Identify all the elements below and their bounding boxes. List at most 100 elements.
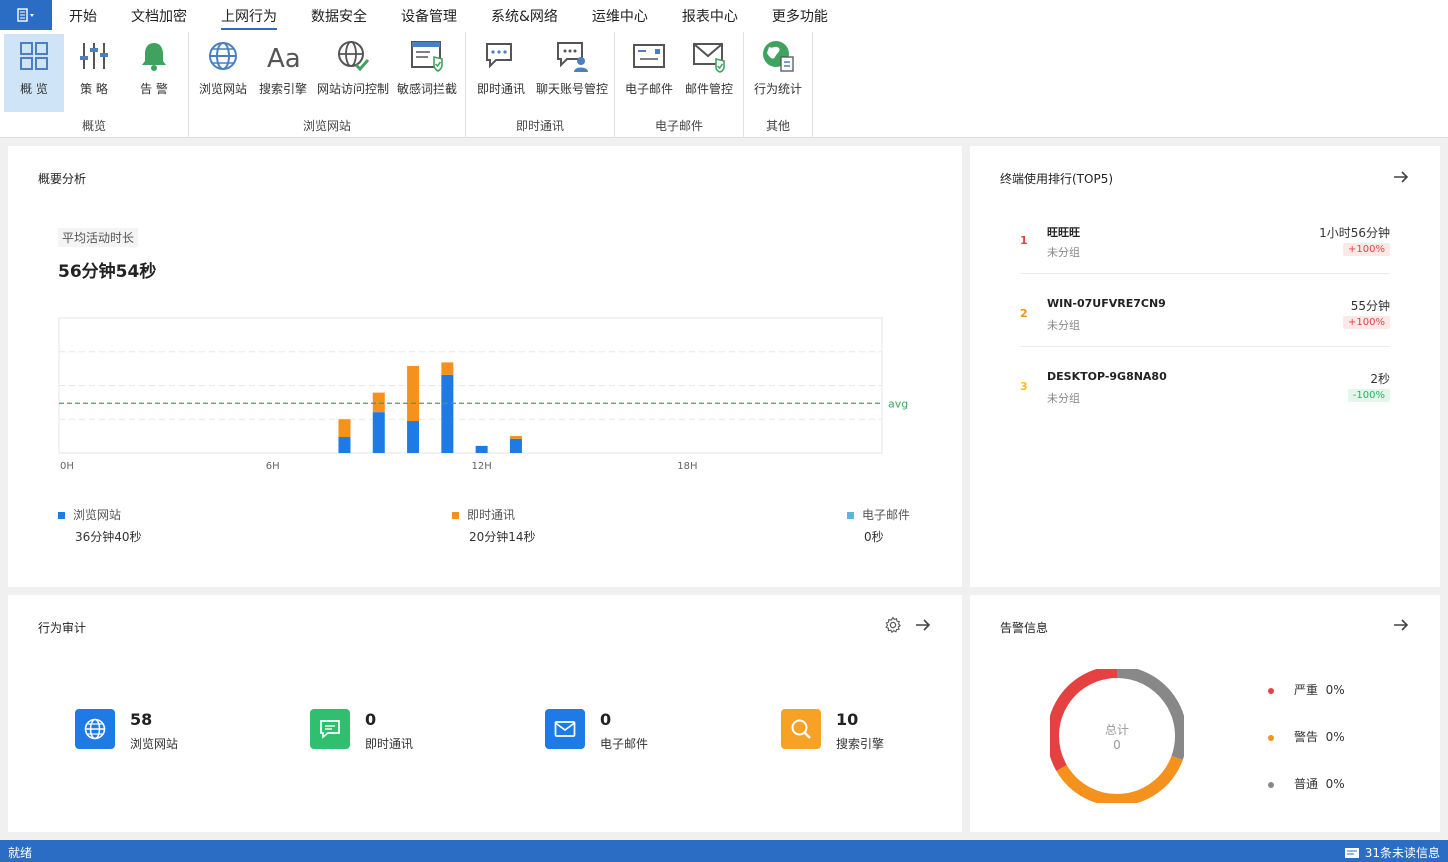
rank-change-badge: +100% (1343, 243, 1390, 256)
status-ready-text: 就绪 (8, 846, 33, 860)
chart-bar (407, 421, 420, 453)
sensitive-word-button[interactable]: 敏感词拦截 (393, 34, 461, 112)
ribbon-group-label-overview: 概览 (81, 119, 106, 133)
rank-number: 3 (1020, 380, 1028, 393)
alarm-legend-normal-label: 普通 (1294, 777, 1319, 791)
policy-button-label: 策 略 (80, 82, 108, 96)
audit-email-icon-box (545, 709, 585, 749)
audit-browse-icon-box (75, 709, 115, 749)
unread-messages-text: 31条未读信息 (1364, 846, 1440, 860)
audit-item-im[interactable]: 0 即时通讯 (310, 707, 510, 751)
browse-web-button-label: 浏览网站 (198, 82, 247, 96)
tab-report-center[interactable]: 报表中心 (681, 9, 738, 25)
rank-terminal-group: 未分组 (1047, 319, 1080, 332)
alarm-legend-critical: 严重 0% (1268, 681, 1345, 698)
email-icon (633, 44, 665, 68)
tab-more-features[interactable]: 更多功能 (771, 9, 828, 25)
ribbon-group-im: 即时通讯 聊天账号管控 即时通讯 (466, 32, 615, 138)
behavior-stats-button[interactable]: 行为统计 (748, 34, 808, 112)
mail-icon (554, 721, 576, 737)
rank-row-1[interactable]: 1 旺旺旺 未分组 1小时56分钟 +100% (1020, 211, 1390, 284)
rank-terminal-name: WIN-07UFVRE7CN9 (1047, 297, 1166, 310)
chat-icon (320, 720, 340, 739)
alarm-legend-normal-percent: 0% (1325, 777, 1345, 791)
donut-segment-warning (1056, 755, 1183, 803)
rank-usage-time: 55分钟 (1350, 299, 1390, 313)
browse-web-button[interactable]: 浏览网站 (193, 34, 253, 112)
rank-row-2[interactable]: 2 WIN-07UFVRE7CN9 未分组 55分钟 +100% (1020, 284, 1390, 357)
audit-item-browse[interactable]: 58 浏览网站 (75, 707, 275, 751)
ribbon-group-label-im: 即时通讯 (515, 119, 564, 133)
chart-bar (372, 412, 385, 453)
tab-doc-encryption[interactable]: 文档加密 (131, 9, 187, 25)
app-menu-button[interactable] (0, 0, 52, 30)
web-access-control-button-label: 网站访问控制 (316, 82, 389, 96)
chart-bar (441, 374, 454, 453)
policy-button[interactable]: 策 略 (64, 34, 124, 112)
audit-arrow-right-icon[interactable] (914, 616, 932, 634)
behavior-stats-icon (763, 41, 794, 72)
audit-im-label: 即时通讯 (365, 737, 414, 751)
donut-segment-normal (1116, 669, 1184, 760)
audit-item-search[interactable]: 10 搜索引擎 (781, 707, 981, 751)
audit-search-count: 10 (836, 710, 859, 729)
legend-browse-value: 36分钟40秒 (75, 530, 142, 544)
chart-bar (407, 365, 420, 422)
avg-duration-label: 平均活动时长 (58, 228, 139, 247)
tab-internet-behavior[interactable]: 上网行为 (204, 0, 294, 32)
rank-number: 1 (1020, 234, 1028, 247)
top5-arrow-right-icon[interactable] (1392, 168, 1410, 186)
chat-account-control-button[interactable]: 聊天账号管控 (534, 34, 610, 112)
tab-ops-center[interactable]: 运维中心 (591, 9, 648, 25)
chart-avg-label: avg (888, 397, 908, 410)
email-button-label: 电子邮件 (624, 82, 673, 96)
tab-system-network[interactable]: 系统&网络 (491, 9, 558, 25)
svg-text:Aa: Aa (267, 44, 300, 72)
rank-usage-time: 2秒 (1370, 372, 1390, 386)
audit-title: 行为审计 (38, 621, 87, 635)
rank-usage-time: 1小时56分钟 (1319, 226, 1390, 240)
donut-segment-critical (1050, 669, 1118, 771)
overview-button[interactable]: 概 览 (4, 34, 64, 112)
audit-item-email[interactable]: 0 电子邮件 (545, 707, 745, 751)
search-engine-button[interactable]: Aa 搜索引擎 (253, 34, 313, 112)
alarm-legend-warning-dot (1268, 734, 1274, 741)
ribbon-group-email: 电子邮件 邮件管控 电子邮件 (615, 32, 744, 138)
sensitive-word-block-icon (411, 41, 443, 72)
im-button[interactable]: 即时通讯 (470, 34, 532, 112)
web-access-control-button[interactable]: 网站访问控制 (313, 34, 393, 112)
tab-start[interactable]: 开始 (69, 9, 97, 25)
unread-messages[interactable]: 31条未读信息 (1344, 844, 1440, 861)
policy-sliders-icon (80, 43, 108, 69)
rank-terminal-name: 旺旺旺 (1047, 226, 1080, 239)
alarm-legend-warning-label: 警告 (1294, 730, 1319, 744)
rank-row-3[interactable]: 3 DESKTOP-9G8NA80 未分组 2秒 -100% (1020, 357, 1390, 430)
ribbon-group-other: 行为统计 其他 (744, 32, 813, 138)
email-control-button[interactable]: 邮件管控 (679, 34, 739, 112)
top5-card: 终端使用排行(TOP5) 1 旺旺旺 未分组 1小时56分钟 +100% 2 W… (970, 146, 1440, 587)
globe-icon (84, 718, 106, 740)
alarm-legend-warning: 警告 0% (1268, 728, 1345, 745)
chart-bar (372, 392, 385, 413)
gear-icon[interactable] (884, 616, 902, 634)
tab-data-security[interactable]: 数据安全 (311, 9, 367, 25)
alarm-arrow-right-icon[interactable] (1392, 616, 1410, 634)
legend-im-label: 即时通讯 (467, 508, 516, 522)
rank-terminal-name: DESKTOP-9G8NA80 (1047, 370, 1167, 383)
sensitive-word-button-label: 敏感词拦截 (396, 82, 457, 96)
legend-email-label: 电子邮件 (862, 508, 911, 522)
alarm-button[interactable]: 告 警 (124, 34, 184, 112)
search-engine-aa-icon: Aa (267, 44, 300, 72)
rank-number: 2 (1020, 307, 1028, 320)
avg-duration-value: 56分钟54秒 (58, 262, 157, 282)
ribbon-group-browse: 浏览网站 Aa 搜索引擎 网站访问控制 (189, 32, 466, 138)
menu-bar: 开始 文档加密 上网行为 数据安全 设备管理 系统&网络 运维中心 报表中心 更… (0, 0, 1448, 32)
message-icon (1344, 847, 1359, 858)
chart-bar (509, 435, 522, 439)
tab-device-management[interactable]: 设备管理 (401, 9, 457, 25)
email-button[interactable]: 电子邮件 (619, 34, 679, 112)
rank-change-badge: -100% (1347, 389, 1390, 402)
overview-title: 概要分析 (38, 172, 87, 186)
ribbon-group-overview: 概 览 策 略 告 警 (0, 32, 189, 138)
behavior-stats-button-label: 行为统计 (753, 82, 802, 96)
